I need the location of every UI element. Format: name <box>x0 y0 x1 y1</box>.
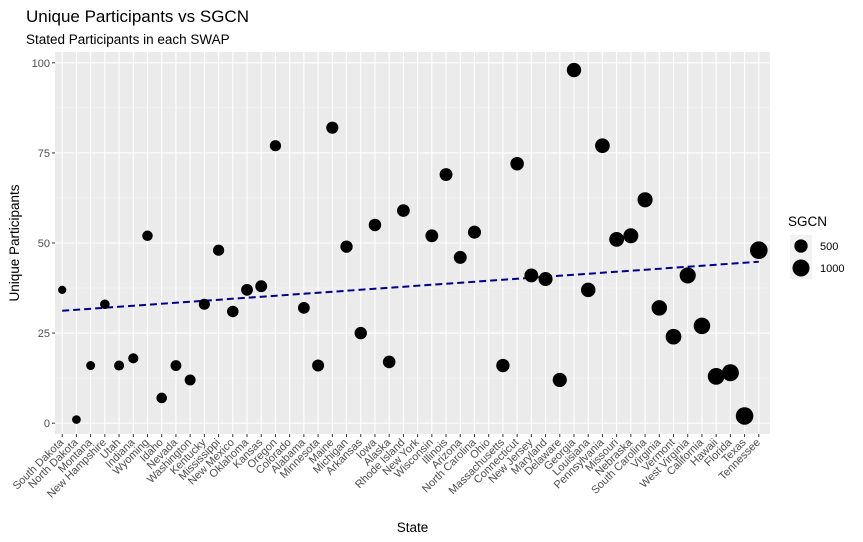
data-point <box>439 168 453 181</box>
x-axis-title: State <box>397 520 429 535</box>
data-point <box>255 280 268 293</box>
data-point <box>269 140 282 152</box>
data-point <box>510 156 524 171</box>
data-point <box>156 392 168 404</box>
data-point <box>128 353 139 364</box>
y-tick-label: 100 <box>32 58 50 70</box>
data-point <box>595 138 610 154</box>
data-point <box>368 218 382 232</box>
legend-title: SGCN <box>788 214 827 229</box>
data-point <box>212 244 225 256</box>
data-point <box>86 361 96 371</box>
data-point <box>735 407 754 425</box>
data-point <box>425 229 439 243</box>
data-point <box>142 230 153 242</box>
data-point <box>496 358 510 373</box>
y-axis-title: Unique Participants <box>7 184 22 301</box>
data-point <box>382 355 396 369</box>
data-point <box>609 231 625 247</box>
data-point <box>467 225 482 239</box>
data-point <box>354 326 367 340</box>
data-point <box>241 283 253 296</box>
chart-subtitle: Stated Participants in each SWAP <box>26 32 230 47</box>
data-point <box>72 415 81 424</box>
data-point <box>552 372 567 388</box>
data-point <box>524 268 539 283</box>
data-point <box>707 367 725 385</box>
chart-title: Unique Participants vs SGCN <box>26 7 249 26</box>
legend-label: 500 <box>820 241 838 253</box>
legend-point <box>794 239 808 253</box>
data-point <box>170 360 182 371</box>
data-point <box>326 121 339 134</box>
data-point <box>693 317 711 335</box>
y-tick-label: 0 <box>44 418 50 430</box>
data-point <box>566 62 582 78</box>
data-point <box>538 272 553 287</box>
data-point <box>651 300 667 316</box>
y-tick-label: 25 <box>38 328 50 340</box>
data-point <box>453 250 467 264</box>
data-point <box>58 285 67 294</box>
legend-label: 1000 <box>820 263 844 275</box>
data-point <box>679 267 696 284</box>
y-tick-label: 50 <box>38 238 50 250</box>
data-point <box>227 305 239 318</box>
data-point <box>198 298 210 310</box>
data-point <box>397 204 410 217</box>
data-point <box>623 228 639 244</box>
data-point <box>749 241 768 260</box>
trend-line <box>62 260 759 312</box>
legend-point <box>792 259 810 277</box>
data-point <box>637 192 653 208</box>
data-point <box>114 360 125 371</box>
data-point <box>580 282 596 298</box>
data-point <box>665 328 682 345</box>
data-point <box>312 359 325 372</box>
y-tick-label: 75 <box>38 148 50 160</box>
data-point <box>721 364 739 382</box>
data-point <box>184 374 196 386</box>
data-point <box>340 240 353 253</box>
data-point <box>297 301 310 314</box>
data-point <box>100 299 110 310</box>
